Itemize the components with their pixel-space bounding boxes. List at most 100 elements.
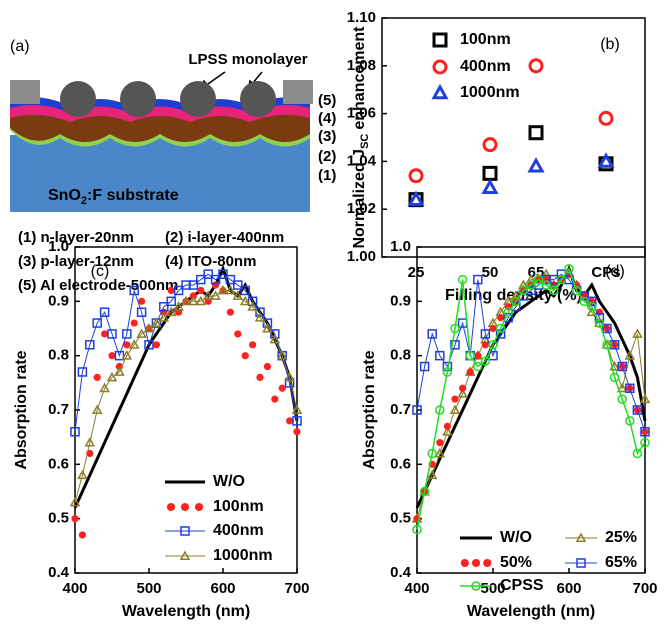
marker xyxy=(180,502,190,512)
y-tick-label: 0.6 xyxy=(48,455,69,472)
marker xyxy=(575,532,587,542)
marker xyxy=(474,352,482,360)
marker xyxy=(541,280,551,290)
legend-label: 65% xyxy=(605,554,637,571)
marker xyxy=(449,404,461,414)
marker xyxy=(625,416,635,426)
x-tick-label: 25 xyxy=(408,264,425,281)
marker xyxy=(471,581,481,591)
marker xyxy=(284,371,295,382)
marker xyxy=(556,274,567,285)
marker xyxy=(602,340,612,350)
marker xyxy=(254,312,266,322)
panel-label: (c) xyxy=(91,263,110,280)
legend-label: CPSS xyxy=(500,577,544,594)
marker xyxy=(286,417,294,425)
marker xyxy=(594,317,605,328)
y-tick-label: 0.4 xyxy=(390,564,412,581)
marker xyxy=(640,437,650,448)
marker xyxy=(263,362,271,371)
legend-text: (1) n-layer-20nm xyxy=(18,229,134,246)
y-tick-label: 1.0 xyxy=(390,238,411,255)
marker xyxy=(639,393,651,404)
legend-label: 100nm xyxy=(460,31,511,48)
marker xyxy=(609,372,620,383)
panel-label: (a) xyxy=(10,38,30,55)
x-tick-label: 700 xyxy=(284,580,309,597)
legend-text: (2) i-layer-400nm xyxy=(165,229,284,246)
x-tick-label: 700 xyxy=(632,580,657,597)
marker xyxy=(549,285,559,296)
legend-label: 25% xyxy=(605,529,637,546)
panel-label: (d) xyxy=(605,263,625,280)
marker xyxy=(202,290,214,300)
marker xyxy=(159,302,169,312)
legend-item: W/O xyxy=(165,473,245,490)
panel-label: (b) xyxy=(600,36,620,53)
marker xyxy=(188,295,199,306)
marker xyxy=(533,274,544,285)
substrate-text: SnO xyxy=(48,187,81,204)
marker xyxy=(196,274,206,285)
marker xyxy=(483,558,492,568)
marker xyxy=(528,58,544,74)
marker xyxy=(473,274,483,285)
substrate-label: SnO2:F substrate xyxy=(48,187,179,207)
sphere xyxy=(60,81,96,117)
marker xyxy=(482,137,498,153)
marker xyxy=(587,302,597,312)
legend-label: 1000nm xyxy=(213,547,273,564)
marker xyxy=(480,329,491,339)
legend-item: 100nm xyxy=(432,31,511,48)
plot-frame xyxy=(381,17,646,258)
chart: 0.4 0.5 0.6 0.7 0.8 0.9 1.0 400 500 600 700 Wavelen… xyxy=(13,238,309,620)
marker xyxy=(69,496,81,507)
marker xyxy=(239,295,251,306)
marker xyxy=(121,350,133,360)
marker xyxy=(624,350,636,360)
legend-item: CPSS xyxy=(460,577,544,594)
legend-text: (4) ITO-80nm xyxy=(165,253,256,270)
marker xyxy=(427,448,437,459)
marker xyxy=(173,285,184,296)
legend-label: 400nm xyxy=(213,522,264,539)
marker xyxy=(165,306,177,317)
marker xyxy=(225,284,236,295)
marker xyxy=(180,295,192,306)
legend-label: 400nm xyxy=(460,58,511,75)
x-tick-label: 400 xyxy=(62,580,87,597)
marker xyxy=(180,526,190,536)
marker xyxy=(167,286,175,295)
y-tick-label: 0.6 xyxy=(390,455,411,472)
marker xyxy=(158,312,170,322)
marker xyxy=(465,350,475,361)
marker xyxy=(85,340,95,350)
x-tick-label: CPs xyxy=(591,264,620,281)
marker xyxy=(435,350,445,361)
marker xyxy=(457,274,468,285)
marker xyxy=(632,448,643,459)
marker xyxy=(526,280,536,290)
marker xyxy=(450,323,460,334)
marker xyxy=(71,515,79,523)
y-tick-label: 1.00 xyxy=(347,248,376,265)
marker xyxy=(632,328,643,338)
layer-number: (5) xyxy=(318,92,336,109)
marker xyxy=(240,285,250,296)
marker xyxy=(291,404,303,414)
al-electrode xyxy=(283,80,313,104)
marker xyxy=(518,285,529,296)
marker xyxy=(84,437,96,447)
marker xyxy=(527,157,545,173)
marker xyxy=(431,83,449,100)
marker xyxy=(262,322,273,333)
marker xyxy=(571,285,582,296)
marker xyxy=(451,395,459,403)
marker xyxy=(457,388,468,398)
marker xyxy=(130,319,138,327)
x-tick-label: 500 xyxy=(136,580,161,597)
marker xyxy=(136,328,147,338)
series-line xyxy=(415,264,647,509)
sphere xyxy=(240,81,276,117)
